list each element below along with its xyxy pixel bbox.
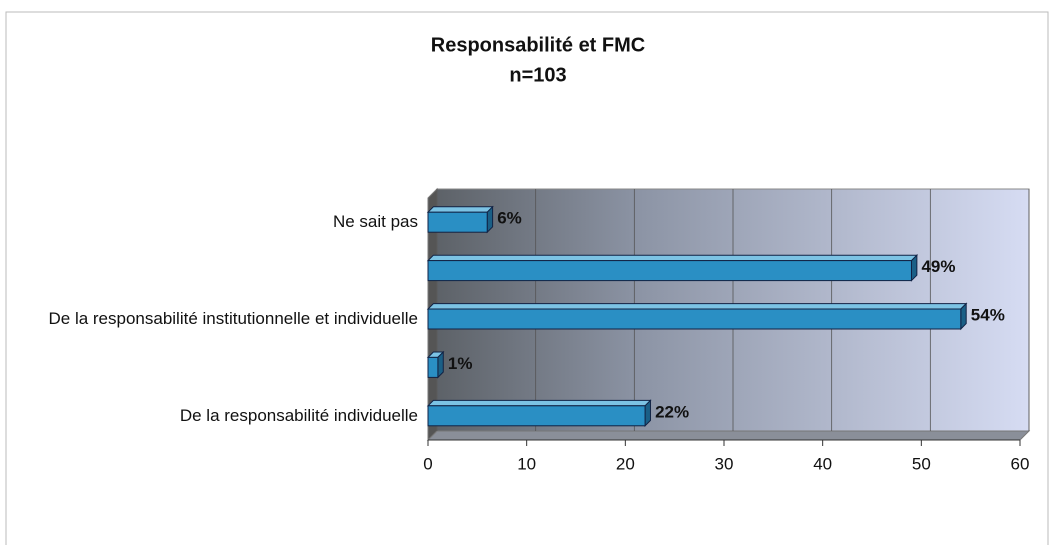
- x-tick-label: 10: [517, 454, 536, 473]
- y-tick-label: De la responsabilité individuelle: [179, 405, 418, 425]
- bar: [427, 308, 962, 330]
- value-label: 1%: [448, 354, 473, 373]
- value-label: 49%: [921, 257, 955, 276]
- bar-top: [426, 303, 968, 310]
- bar-top: [426, 206, 494, 213]
- bar: [427, 211, 488, 233]
- bar-top: [426, 399, 652, 407]
- chart-title: Responsabilité et FMC: [431, 34, 645, 56]
- x-tick-label: 20: [616, 454, 635, 473]
- x-tick-label: 30: [715, 454, 734, 473]
- floor: [426, 430, 1031, 441]
- value-label: 6%: [497, 209, 522, 228]
- value-label: 54%: [971, 305, 1005, 324]
- x-tick-label: 0: [423, 454, 432, 473]
- bar: [427, 260, 912, 282]
- x-tick-label: 40: [813, 454, 832, 473]
- y-tick-label: De la responsabilité institutionnelle et…: [48, 309, 418, 328]
- bar: [427, 356, 439, 378]
- x-tick-label: 50: [912, 454, 931, 473]
- chart-subtitle: n=103: [509, 64, 566, 86]
- x-tick-label: 60: [1011, 454, 1030, 473]
- bar: [427, 405, 646, 427]
- y-tick-label: Ne sait pas: [332, 212, 418, 232]
- frame: [5, 11, 1049, 545]
- bar-top: [426, 254, 919, 262]
- value-label: 22%: [655, 402, 689, 421]
